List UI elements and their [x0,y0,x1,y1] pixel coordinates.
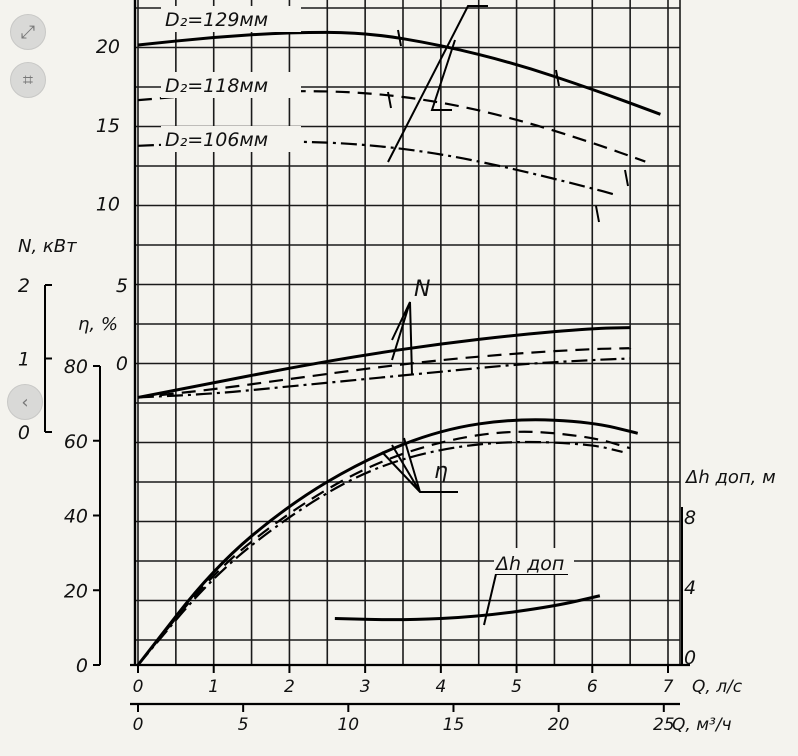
inner-head-tick-label: 5 [116,275,128,297]
efficiency-annotation: η [434,459,448,484]
head-leader-lines [387,5,488,163]
crop-glyph: ⌗ [22,69,34,91]
power-leader-lines [391,301,413,376]
efficiency-tick-label: 0 [76,655,88,677]
crop-icon[interactable]: ⌗ [10,62,46,98]
x-secondary-tick-label: 5 [238,715,249,735]
efficiency-tick-label: 80 [64,356,88,378]
curve-power-dashdot [137,357,631,399]
head-tick-label: 20 [96,36,120,58]
curve-tick-mark [555,69,560,87]
chart-labels: 0 1 2 3 4 5 6 7 Q, л/с0 5 10 15 20 25Q, м³/ч101520500… [18,6,776,735]
curve-npsh-solid [334,594,601,622]
npsh-annotation: Δh доп [494,553,564,575]
curve-power-solid [137,326,631,399]
curve-tick-mark [595,205,600,223]
curve-tick-mark [624,169,629,187]
curve-tick-mark [387,91,392,109]
head-label-backdrop [161,6,301,32]
npsh-label-backdrop [494,548,574,574]
power-annotation: N [414,277,430,302]
x-primary-tick-label: 2 [284,677,295,697]
x-primary-tick-label: 5 [511,677,522,697]
head-curve-label: D₂=106мм [165,129,268,151]
x-primary-tick-label: 4 [435,677,446,697]
curve-efficiency-solid [136,418,639,666]
head-curve-label: D₂=129мм [165,9,268,31]
previous-glyph: ‹ [21,391,29,413]
head-curve-label: D₂=118мм [165,75,268,97]
x-primary-axis-label: Q, л/с [692,677,743,697]
efficiency-tick-label: 40 [64,506,88,528]
efficiency-tick-label: 20 [64,580,88,602]
curve-power-dashed [137,347,631,399]
x-secondary-tick-label: 25 [653,715,675,735]
npsh-axis-label: Δh доп, м [684,467,776,488]
chart-axes [44,0,690,712]
x-primary-tick-label: 6 [587,677,598,697]
x-secondary-tick-label: 10 [337,715,359,735]
efficiency-leader-lines [381,437,458,493]
head-label-backdrop [161,72,301,98]
x-primary-tick-label: 1 [208,677,219,697]
efficiency-tick-label: 60 [64,431,88,453]
power-tick-label: 2 [18,275,30,297]
x-primary-tick-label: 3 [360,677,371,697]
npsh-tick-label: 8 [684,507,696,529]
chart-grid [135,0,681,665]
power-tick-label: 0 [18,422,30,444]
expand-glyph: ⤢ [20,21,36,43]
npsh-tick-label: 4 [684,577,696,599]
x-secondary-tick-label: 0 [133,715,144,735]
expand-icon[interactable]: ⤢ [10,14,46,50]
npsh-tick-label: 0 [684,647,696,669]
inner-head-tick-label: 0 [116,353,128,375]
efficiency-axis-label: η, % [78,314,118,335]
curve-tick-mark [397,29,402,47]
chart-curves [136,5,661,666]
head-tick-label: 10 [96,194,120,216]
power-axis-label: N, кВт [18,236,77,257]
npsh-leader-line [483,573,568,626]
x-secondary-tick-label: 15 [443,715,465,735]
curve-head-solid [137,30,661,116]
x-primary-tick-label: 7 [663,677,674,697]
x-secondary-tick-label: 20 [548,715,570,735]
head-tick-label: 15 [96,115,120,137]
x-primary-tick-label: 0 [133,677,144,697]
power-tick-label: 1 [18,349,30,371]
x-secondary-axis-label: Q, м³/ч [672,715,732,735]
head-label-backdrop [161,126,301,152]
curve-efficiency-dashed [137,430,631,666]
previous-arrow-icon[interactable]: ‹ [7,384,43,420]
